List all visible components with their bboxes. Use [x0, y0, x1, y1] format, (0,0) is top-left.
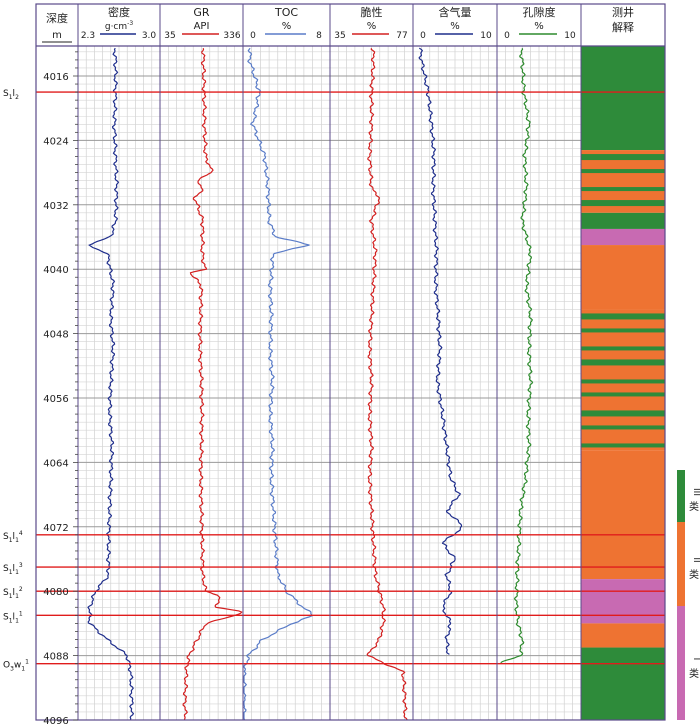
- formation-top-label: S1l12: [3, 586, 23, 600]
- depth-tick-label: 4088: [43, 652, 68, 663]
- depth-tick-label: 4056: [43, 394, 68, 405]
- track-header-unit: %: [367, 21, 377, 32]
- interp-band: [581, 443, 665, 448]
- interp-band: [581, 425, 665, 430]
- track-scale-max: 336: [223, 31, 240, 41]
- track-header-title: 脆性: [361, 5, 383, 19]
- chart-frame: [35, 3, 666, 721]
- interp-header-line1: 测井: [612, 5, 634, 19]
- depth-tick-label: 4040: [43, 265, 68, 276]
- interp-band: [581, 328, 665, 333]
- depth-tick-label: 4072: [43, 523, 68, 534]
- legend-swatch: [677, 606, 685, 720]
- interp-interval: [581, 245, 665, 310]
- interp-interval: [581, 46, 665, 151]
- formation-top-label: S1l13: [3, 562, 23, 576]
- legend-swatch: [677, 522, 685, 606]
- track-scale-min: 0: [420, 31, 426, 41]
- interp-interval: [581, 228, 665, 246]
- curve-density: [87, 47, 135, 720]
- curve-gr: [182, 48, 243, 720]
- interp-band: [581, 154, 665, 161]
- depth-header-title: 深度: [46, 11, 68, 25]
- legend-label: I: [691, 658, 700, 661]
- interp-band: [581, 346, 665, 351]
- track-scale-max: 8: [316, 31, 322, 41]
- interp-band: [581, 410, 665, 417]
- interp-band: [581, 392, 665, 397]
- interp-interval: [581, 647, 665, 720]
- depth-tick-label: 4080: [43, 587, 68, 598]
- interp-band: [581, 187, 665, 192]
- depth-tick-label: 4016: [43, 72, 68, 83]
- curve-poro: [500, 48, 534, 664]
- interp-band: [581, 169, 665, 174]
- track-header-unit: %: [282, 21, 292, 32]
- depth-tick-label: 4096: [43, 716, 68, 724]
- formation-top-label: O3w11: [3, 659, 29, 673]
- legend-swatch: [677, 470, 685, 522]
- interp-band: [581, 200, 665, 207]
- curve-gas: [418, 47, 463, 655]
- track-header-unit: %: [534, 21, 544, 32]
- track-header-title: 孔隙度: [523, 5, 556, 19]
- curve-brittle: [366, 48, 408, 720]
- interp-band: [581, 359, 665, 366]
- track-scale-min: 2.3: [81, 31, 95, 41]
- interp-header-line2: 解释: [612, 20, 634, 34]
- track-scale-min: 0: [250, 31, 256, 41]
- track-header-unit: API: [194, 21, 210, 32]
- track-header-title: 密度: [108, 5, 130, 19]
- track-scale-min: 35: [334, 31, 345, 41]
- track-header-title: GR: [193, 6, 210, 19]
- track-header-unit: g·cm-3: [105, 20, 133, 32]
- track-scale-min: 35: [164, 31, 175, 41]
- track-header-title: 含气量: [439, 5, 472, 19]
- track-scale-max: 3.0: [142, 31, 157, 41]
- legend-label-char: 类: [689, 568, 699, 581]
- legend-label: II: [691, 557, 700, 562]
- interp-interval: [581, 450, 665, 580]
- interp-band: [581, 379, 665, 384]
- legend-label-char: 类: [689, 667, 699, 680]
- legend-label-char: 类: [689, 500, 699, 513]
- formation-top-label: S1l14: [3, 530, 23, 544]
- track-scale-max: 10: [480, 31, 492, 41]
- track-scale-min: 0: [504, 31, 510, 41]
- depth-header-unit: m: [52, 30, 62, 41]
- interp-interval: [581, 623, 665, 648]
- formation-top-label: S1l11: [3, 610, 23, 624]
- interp-interval: [581, 212, 665, 229]
- curve-toc: [243, 47, 313, 720]
- depth-tick-label: 4024: [43, 136, 68, 147]
- depth-tick-label: 4032: [43, 201, 68, 212]
- track-header-unit: %: [450, 21, 460, 32]
- interp-interval: [581, 579, 665, 624]
- legend-label: III: [691, 488, 700, 496]
- interp-band: [581, 313, 665, 320]
- track-scale-max: 77: [396, 31, 407, 41]
- depth-tick-label: 4048: [43, 330, 68, 341]
- track-header-title: TOC: [274, 6, 298, 19]
- track-scale-max: 10: [564, 31, 576, 41]
- formation-top-label: S1l2: [3, 89, 19, 101]
- depth-tick-label: 4064: [43, 458, 68, 469]
